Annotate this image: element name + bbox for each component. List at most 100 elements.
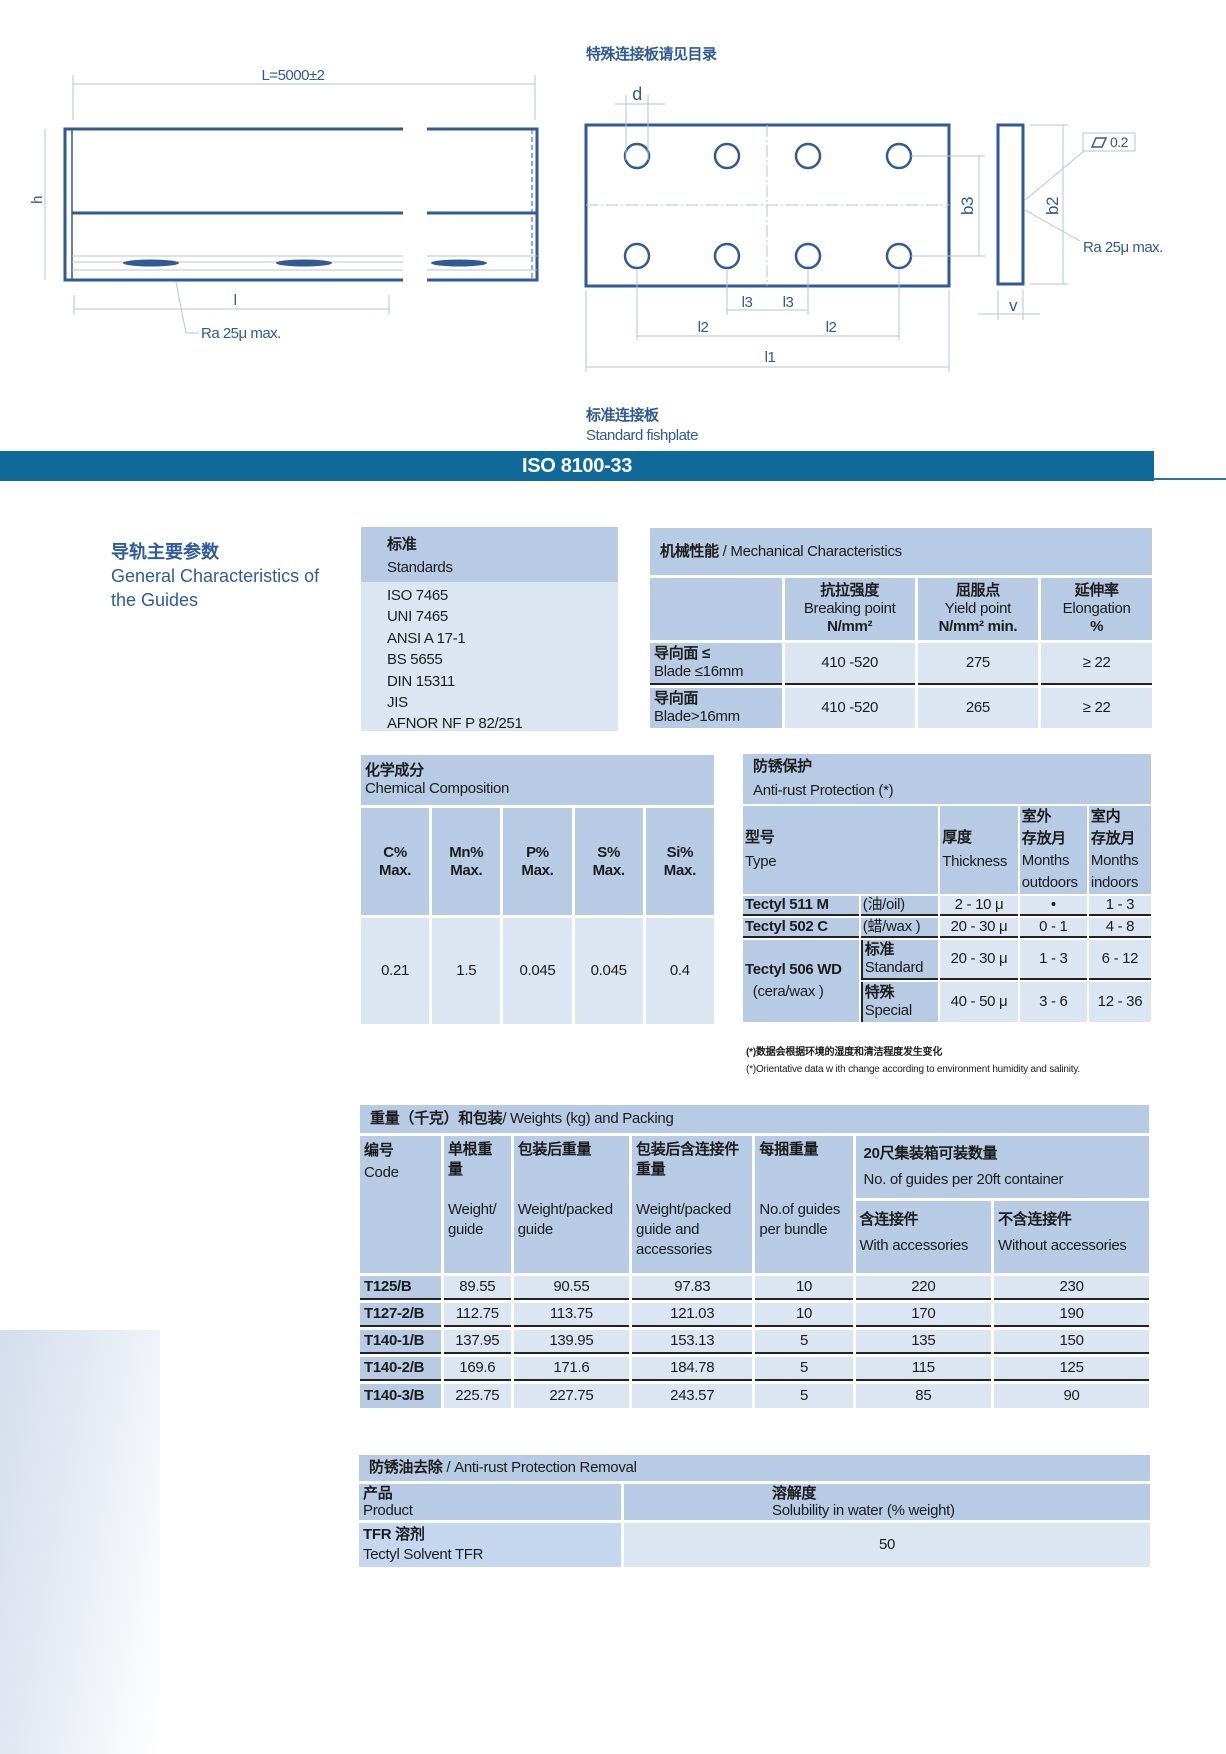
bundle-header: 每捆重量 No.of guides per bundle	[755, 1136, 853, 1273]
antirust-title: 防锈保护 Anti-rust Protection (*)	[743, 754, 1151, 804]
product-header: 产品 Product	[359, 1484, 621, 1520]
without-accessories-header: 不含连接件 Without accessories	[994, 1201, 1149, 1273]
value-cell: 190	[994, 1303, 1149, 1327]
manganese-header: Mn% Max.	[432, 808, 501, 915]
value-cell: 89.55	[443, 1276, 511, 1300]
ra-right-label: Ra 25μ max.	[1083, 239, 1163, 256]
l1-label: l1	[765, 349, 776, 366]
yield-point-header: 屈服点 Yield point N/mm² min.	[917, 578, 1039, 640]
standard-item: BS 5655	[387, 651, 443, 669]
value-cell: 227.75	[513, 1384, 630, 1408]
standards-title-en: Standards	[387, 559, 453, 576]
silicon-header: Si% Max.	[645, 808, 714, 915]
general-heading-cn: 导轨主要参数	[111, 542, 219, 562]
antirust-row: Tectyl 506 WD (cera/wax ) 标准 Standard 20 …	[743, 940, 1151, 1022]
weights-row: T140-2/B 169.6 171.6 184.78 5 115 125	[360, 1357, 1149, 1381]
antirust-row: Tectyl 511 M (油/oil) 2 - 10 μ • 1 - 3	[743, 896, 1151, 916]
with-accessories-header: 含连接件 With accessories	[855, 1201, 992, 1273]
rail-length-label: L=5000±2	[261, 67, 324, 84]
outdoors-header: 室外 存放月 Months outdoors	[1019, 806, 1087, 894]
value-cell: 5	[755, 1330, 853, 1354]
value-cell: 90.55	[513, 1276, 630, 1300]
standard-item: UNI 7465	[387, 608, 448, 626]
value-cell: 135	[855, 1330, 992, 1354]
background-decoration	[0, 1330, 160, 1754]
value-cell: 10	[755, 1303, 853, 1327]
value-cell: 5	[755, 1384, 853, 1408]
value-cell: 5	[755, 1357, 853, 1381]
standards-header: 标准 Standards	[361, 527, 618, 582]
mechanical-row: 导向面 Blade>16mm 410 -520 265 ≥ 22	[650, 688, 1152, 728]
l2-label: l2	[698, 319, 709, 336]
code-cell: T140-1/B	[360, 1330, 441, 1354]
banner-divider	[1154, 478, 1226, 480]
antirust-table: 防锈保护 Anti-rust Protection (*) 型号 Type 厚度 Th…	[741, 752, 1153, 1024]
mechanical-table: 机械性能 / Mechanical Characteristics 抗拉强度 Br…	[647, 525, 1155, 731]
value-cell: 171.6	[513, 1357, 630, 1381]
value-cell: 169.6	[443, 1357, 511, 1381]
standard-item: AFNOR NF P 82/251	[387, 715, 523, 733]
rail-drawing	[63, 127, 539, 282]
weights-table: 重量（千克）和包装/ Weights (kg) and Packing 编号 Co…	[357, 1102, 1152, 1411]
weights-title: 重量（千克）和包装/ Weights (kg) and Packing	[360, 1105, 1149, 1133]
breaking-point-header: 抗拉强度 Breaking point N/mm²	[784, 578, 915, 640]
ra-left-label: Ra 25μ max.	[201, 325, 281, 342]
standard-item: ISO 7465	[387, 587, 448, 604]
value-cell: 170	[855, 1303, 992, 1327]
value-cell: 220	[855, 1276, 992, 1300]
fishplate-title-en: Standard fishplate	[586, 427, 698, 444]
value-cell: 243.57	[632, 1384, 753, 1408]
elongation-header: 延伸率 Elongation%	[1041, 578, 1152, 640]
antirust-row: 特殊 Special 40 - 50 μ 3 - 6 12 - 36	[743, 982, 1151, 1022]
mechanical-title: 机械性能 / Mechanical Characteristics	[650, 528, 1152, 575]
b3-label: b3	[958, 197, 977, 215]
value-cell: 125	[994, 1357, 1149, 1381]
chemical-table: 化学成分 Chemical Composition C% Max. Mn% Max. …	[358, 752, 717, 1027]
standard-item: DIN 15311	[387, 672, 455, 690]
general-heading-en: the Guides	[111, 590, 199, 610]
value-cell: 115	[855, 1357, 992, 1381]
fishplate-drawing	[584, 95, 1136, 372]
packed-accessories-header: 包装后含连接件重量 Weight/packed guide and accesso…	[632, 1136, 753, 1273]
removal-table: 防锈油去除 / Anti-rust Protection Removal 产品 P…	[356, 1452, 1153, 1570]
antirust-row: Tectyl 502 C (蜡/wax ) 20 - 30 μ 0 - 1 4 …	[743, 918, 1151, 938]
value-cell: 113.75	[513, 1303, 630, 1327]
solubility-header: 溶解度 Solubility in water (% weight)	[624, 1484, 1150, 1520]
type-header: 型号 Type	[743, 806, 939, 894]
general-heading: 导轨主要参数 General Characteristics of the Gu…	[111, 540, 319, 612]
value-cell: 153.13	[632, 1330, 753, 1354]
fishplate-title-cn: 标准连接板	[585, 406, 660, 424]
value-cell: 184.78	[632, 1357, 753, 1381]
phosphorus-header: P% Max.	[503, 808, 572, 915]
carbon-header: C% Max.	[361, 808, 430, 915]
chemical-values-row: 0.21 1.5 0.045 0.045 0.4	[361, 918, 714, 1024]
value-cell: 85	[855, 1384, 992, 1408]
value-cell: 121.03	[632, 1303, 753, 1327]
chemical-title: 化学成分 Chemical Composition	[361, 755, 714, 805]
standards-list: ISO 7465 UNI 7465 ANSI A 17-1 BS 5655 DI…	[361, 582, 618, 738]
flatness-label: 0.2	[1110, 134, 1129, 150]
standards-box: 标准 Standards ISO 7465 UNI 7465 ANSI A 17…	[361, 527, 618, 732]
thickness-header: 厚度 Thickness	[940, 806, 1018, 894]
code-header: 编号 Code	[360, 1136, 441, 1273]
l3-label: l3	[783, 294, 794, 311]
value-cell: 90	[994, 1384, 1149, 1408]
l2-label: l2	[826, 319, 837, 336]
h-label: h	[29, 196, 46, 204]
bolt-slots	[123, 259, 487, 267]
container-header: 20尺集装箱可装数量 No. of guides per 20ft contain…	[855, 1136, 1149, 1198]
value-cell: 10	[755, 1276, 853, 1300]
d-label: d	[632, 84, 642, 104]
code-cell: T140-3/B	[360, 1384, 441, 1408]
packed-weight-header: 包装后重量 Weight/packed guide	[513, 1136, 630, 1273]
value-cell: 112.75	[443, 1303, 511, 1327]
weights-row: T140-1/B 137.95 139.95 153.13 5 135 150	[360, 1330, 1149, 1354]
footnote-en: (*)Orientative data w ith change accordi…	[746, 1064, 1080, 1075]
value-cell: 97.83	[632, 1276, 753, 1300]
removal-row: TFR 溶剂 Tectyl Solvent TFR 50	[359, 1523, 1150, 1567]
weights-row: T140-3/B 225.75 227.75 243.57 5 85 90	[360, 1384, 1149, 1408]
footnote-cn: (*)数据会根据环境的湿度和清洁程度发生变化	[746, 1047, 943, 1058]
value-cell: 230	[994, 1276, 1149, 1300]
v-label: v	[1009, 296, 1018, 315]
value-cell: 225.75	[443, 1384, 511, 1408]
